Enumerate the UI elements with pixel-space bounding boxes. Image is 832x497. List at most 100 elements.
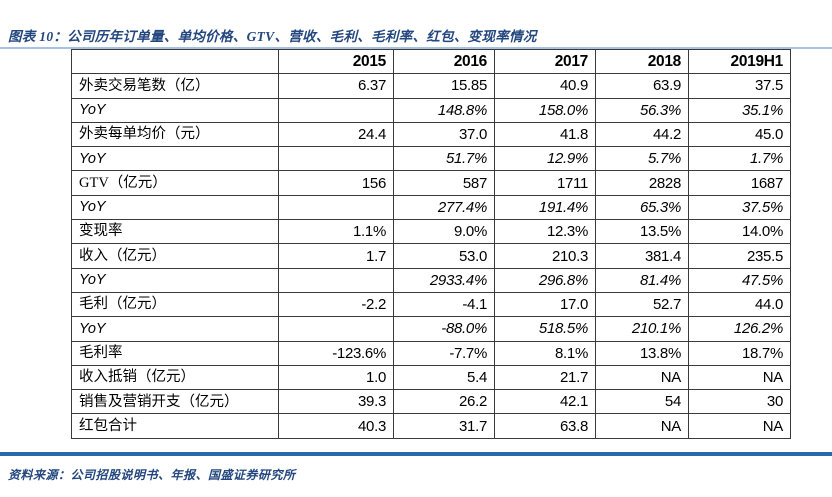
- header-year-2015: 2015: [278, 48, 394, 75]
- table-row: 外卖每单均价（元） 24.4 37.0 41.8 44.2 45.0: [71, 121, 791, 148]
- value-cell: 18.7%: [688, 340, 791, 366]
- header-year-2018: 2018: [595, 48, 689, 75]
- table-body: 外卖交易笔数（亿） 6.37 15.85 40.9 63.9 37.5 YoY 148.8% 1…: [71, 73, 791, 439]
- value-cell: 1.1%: [278, 219, 394, 245]
- row-label: 收入抵销（亿元）: [71, 364, 279, 391]
- value-cell: 12.9%: [494, 146, 596, 172]
- value-cell: 1.7: [278, 243, 394, 269]
- value-cell: 40.3: [278, 413, 394, 439]
- value-cell: [278, 316, 394, 342]
- table-row: YoY 51.7% 12.9% 5.7% 1.7%: [71, 146, 791, 172]
- figure-caption: 图表 10：公司历年订单量、单均价格、GTV、营收、毛利、毛利率、红包、变现率情…: [8, 29, 537, 44]
- value-cell: 12.3%: [494, 219, 596, 245]
- value-cell: 37.5%: [688, 194, 791, 221]
- value-cell: [278, 97, 394, 123]
- value-cell: 35.1%: [688, 97, 791, 123]
- value-cell: 54: [595, 389, 689, 415]
- value-cell: 210.1%: [595, 316, 689, 342]
- value-cell: 26.2: [393, 389, 495, 415]
- value-cell: 235.5: [688, 243, 791, 269]
- top-divider: [0, 47, 832, 49]
- value-cell: [278, 267, 394, 293]
- value-cell: 5.7%: [595, 146, 689, 172]
- value-cell: -123.6%: [278, 340, 394, 366]
- value-cell: 24.4: [278, 121, 394, 148]
- value-cell: 17.0: [494, 291, 596, 318]
- value-cell: 31.7: [393, 413, 495, 439]
- row-label: 收入（亿元）: [71, 243, 279, 269]
- value-cell: NA: [688, 413, 791, 439]
- value-cell: 63.9: [595, 73, 689, 99]
- table-row: YoY 148.8% 158.0% 56.3% 35.1%: [71, 97, 791, 123]
- row-label: YoY: [71, 146, 279, 172]
- value-cell: 2828: [595, 170, 689, 196]
- value-cell: 1711: [494, 170, 596, 196]
- table-row: 毛利（亿元） -2.2 -4.1 17.0 52.7 44.0: [71, 291, 791, 318]
- value-cell: 65.3%: [595, 194, 689, 221]
- value-cell: 45.0: [688, 121, 791, 148]
- value-cell: 277.4%: [393, 194, 495, 221]
- value-cell: 5.4: [393, 364, 495, 391]
- value-cell: NA: [595, 364, 689, 391]
- value-cell: NA: [688, 364, 791, 391]
- value-cell: 52.7: [595, 291, 689, 318]
- value-cell: 42.1: [494, 389, 596, 415]
- header-year-2016: 2016: [393, 48, 495, 75]
- value-cell: 40.9: [494, 73, 596, 99]
- value-cell: 37.0: [393, 121, 495, 148]
- table-row: YoY 2933.4% 296.8% 81.4% 47.5%: [71, 267, 791, 293]
- table-row: 外卖交易笔数（亿） 6.37 15.85 40.9 63.9 37.5: [71, 73, 791, 99]
- value-cell: 518.5%: [494, 316, 596, 342]
- value-cell: 148.8%: [393, 97, 495, 123]
- value-cell: 37.5: [688, 73, 791, 99]
- row-label: 外卖每单均价（元）: [71, 121, 279, 148]
- value-cell: 44.2: [595, 121, 689, 148]
- value-cell: 56.3%: [595, 97, 689, 123]
- table-row: YoY 277.4% 191.4% 65.3% 37.5%: [71, 194, 791, 221]
- value-cell: 47.5%: [688, 267, 791, 293]
- header-row: 2015 2016 2017 2018 2019H1: [71, 48, 791, 75]
- value-cell: 13.5%: [595, 219, 689, 245]
- row-label: YoY: [71, 267, 279, 293]
- bottom-divider: [0, 452, 832, 456]
- value-cell: 381.4: [595, 243, 689, 269]
- value-cell: [278, 194, 394, 221]
- row-label: GTV（亿元）: [71, 170, 279, 196]
- table-row: 红包合计 40.3 31.7 63.8 NA NA: [71, 413, 791, 439]
- value-cell: 158.0%: [494, 97, 596, 123]
- value-cell: 81.4%: [595, 267, 689, 293]
- value-cell: 9.0%: [393, 219, 495, 245]
- value-cell: 1.0: [278, 364, 394, 391]
- value-cell: [278, 146, 394, 172]
- value-cell: 13.8%: [595, 340, 689, 366]
- row-label: 毛利（亿元）: [71, 291, 279, 318]
- value-cell: 53.0: [393, 243, 495, 269]
- table-row: 毛利率 -123.6% -7.7% 8.1% 13.8% 18.7%: [71, 340, 791, 366]
- value-cell: 63.8: [494, 413, 596, 439]
- value-cell: 156: [278, 170, 394, 196]
- value-cell: 6.37: [278, 73, 394, 99]
- data-table: 2015 2016 2017 2018 2019H1 外卖交易笔数（亿） 6.37 15.8…: [71, 48, 791, 439]
- value-cell: 41.8: [494, 121, 596, 148]
- row-label: 毛利率: [71, 340, 279, 366]
- value-cell: 1.7%: [688, 146, 791, 172]
- value-cell: 126.2%: [688, 316, 791, 342]
- value-cell: 1687: [688, 170, 791, 196]
- value-cell: 44.0: [688, 291, 791, 318]
- value-cell: 15.85: [393, 73, 495, 99]
- header-year-2019H1: 2019H1: [688, 48, 791, 75]
- value-cell: -2.2: [278, 291, 394, 318]
- table-row: GTV（亿元） 156 587 1711 2828 1687: [71, 170, 791, 196]
- header-year-2017: 2017: [494, 48, 596, 75]
- row-label: 变现率: [71, 219, 279, 245]
- table-row: 收入（亿元） 1.7 53.0 210.3 381.4 235.5: [71, 243, 791, 269]
- value-cell: NA: [595, 413, 689, 439]
- value-cell: 30: [688, 389, 791, 415]
- row-label: 外卖交易笔数（亿）: [71, 73, 279, 99]
- value-cell: 210.3: [494, 243, 596, 269]
- value-cell: 51.7%: [393, 146, 495, 172]
- value-cell: 21.7: [494, 364, 596, 391]
- table-row: 销售及营销开支（亿元） 39.3 26.2 42.1 54 30: [71, 389, 791, 415]
- row-label: 销售及营销开支（亿元）: [71, 389, 279, 415]
